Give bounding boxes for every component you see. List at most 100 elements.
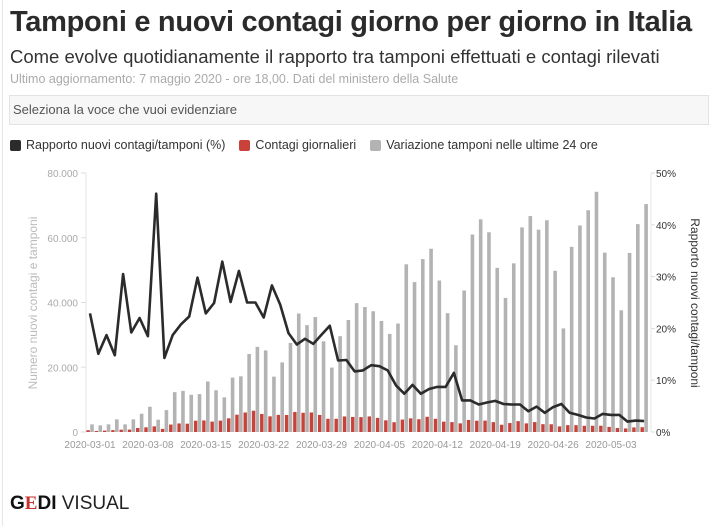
bar-cases — [400, 419, 405, 432]
update-info: Ultimo aggiornamento: 7 maggio 2020 - or… — [10, 72, 459, 86]
bar-cases — [574, 425, 578, 432]
bar-tests — [627, 252, 632, 432]
bar-cases — [450, 422, 454, 432]
bar-cases — [632, 427, 636, 432]
bar-tests — [255, 346, 260, 432]
bar-cases — [144, 427, 148, 432]
bar-tests — [462, 290, 466, 432]
legend-item-tests[interactable]: Variazione tamponi nelle ultime 24 ore — [370, 138, 598, 152]
bar-cases — [541, 424, 545, 432]
bar-cases — [475, 420, 479, 432]
bar-cases — [177, 423, 181, 432]
y-tick-right: 50% — [656, 169, 676, 180]
bar-tests — [272, 376, 276, 432]
bar-tests — [139, 413, 144, 432]
bar-tests — [280, 362, 285, 432]
gedi-visual-logo: GEDI VISUAL — [10, 493, 130, 514]
bar-cases — [508, 423, 512, 432]
bar-tests — [288, 342, 293, 432]
bar-tests — [106, 424, 111, 432]
page-subtitle: Come evolve quotidianamente il rapporto … — [10, 46, 660, 67]
bar-cases — [342, 416, 347, 432]
bar-cases — [566, 425, 570, 432]
bar-tests — [429, 248, 433, 432]
bar-tests — [619, 310, 624, 432]
bar-cases — [607, 426, 611, 432]
legend-label-cases: Contagi giornalieri — [255, 138, 357, 152]
bar-tests — [404, 264, 409, 432]
bar-cases — [384, 420, 388, 432]
x-tick: 2020-03-29 — [296, 440, 348, 451]
bar-tests — [528, 216, 533, 432]
y-tick-right: 40% — [656, 221, 676, 232]
bar-tests — [437, 280, 442, 432]
y-tick-right: 10% — [656, 376, 676, 387]
highlight-select[interactable]: Seleziona la voce che vuoi evidenziare — [9, 95, 709, 125]
bar-tests — [189, 394, 194, 432]
bar-cases — [193, 420, 198, 432]
legend-swatch-ratio — [10, 139, 21, 151]
legend-item-ratio[interactable]: Rapporto nuovi contagi/tamponi (%) — [10, 138, 225, 152]
bar-cases — [284, 414, 289, 432]
bar-cases — [301, 412, 305, 432]
bar-tests — [611, 277, 615, 432]
bar-cases — [94, 430, 99, 432]
bar-tests — [115, 419, 119, 432]
legend-item-cases[interactable]: Contagi giornalieri — [239, 138, 356, 152]
bar-tests — [222, 397, 227, 432]
bar-tests — [123, 424, 127, 432]
bar-cases — [640, 427, 644, 432]
bar-cases — [152, 426, 156, 432]
x-tick: 2020-03-01 — [64, 440, 116, 451]
bar-cases — [260, 413, 264, 432]
y-tick-left: 0 — [72, 428, 78, 439]
x-tick: 2020-03-15 — [180, 440, 232, 451]
bar-tests — [338, 336, 342, 432]
x-tick: 2020-03-08 — [122, 440, 174, 451]
bar-cases — [367, 416, 371, 432]
bar-tests — [478, 219, 483, 432]
bar-tests — [172, 392, 177, 432]
legend-label-tests: Variazione tamponi nelle ultime 24 ore — [386, 138, 598, 152]
x-tick: 2020-04-26 — [528, 440, 580, 451]
bar-tests — [454, 345, 458, 432]
bar-tests — [205, 381, 210, 432]
bar-tests — [181, 390, 185, 432]
y-tick-left: 20.000 — [47, 363, 78, 374]
bar-tests — [214, 390, 218, 432]
bar-tests — [536, 229, 541, 432]
bar-tests — [296, 313, 301, 432]
bar-cases — [392, 422, 396, 432]
bar-cases — [375, 417, 380, 432]
bar-cases — [243, 412, 247, 432]
bar-tests — [545, 220, 549, 432]
bar-cases — [351, 416, 355, 432]
bar-tests — [487, 232, 491, 432]
bar-cases — [210, 421, 214, 432]
bar-cases — [119, 429, 123, 432]
bar-cases — [433, 418, 438, 432]
y-tick-right: 30% — [656, 273, 676, 284]
bar-cases — [111, 430, 115, 432]
bar-cases — [86, 430, 90, 432]
bar-cases — [599, 425, 603, 432]
x-tick: 2020-04-19 — [470, 440, 522, 451]
bar-tests — [98, 425, 103, 432]
bar-tests — [644, 204, 648, 432]
bar-tests — [156, 419, 160, 432]
bar-cases — [185, 423, 190, 432]
legend: Rapporto nuovi contagi/tamponi (%) Conta… — [10, 138, 598, 152]
legend-label-ratio: Rapporto nuovi contagi/tamponi (%) — [26, 138, 226, 152]
y-tick-left: 40.000 — [47, 299, 78, 310]
bar-cases — [317, 414, 322, 432]
bar-tests — [387, 333, 392, 432]
bar-cases — [251, 410, 256, 432]
bar-tests — [305, 325, 309, 432]
x-tick: 2020-04-12 — [412, 440, 464, 451]
bar-cases — [532, 422, 537, 432]
bar-tests — [470, 234, 475, 432]
page-frame — [2, 0, 3, 526]
bar-cases — [218, 420, 223, 432]
bar-tests — [371, 311, 375, 432]
